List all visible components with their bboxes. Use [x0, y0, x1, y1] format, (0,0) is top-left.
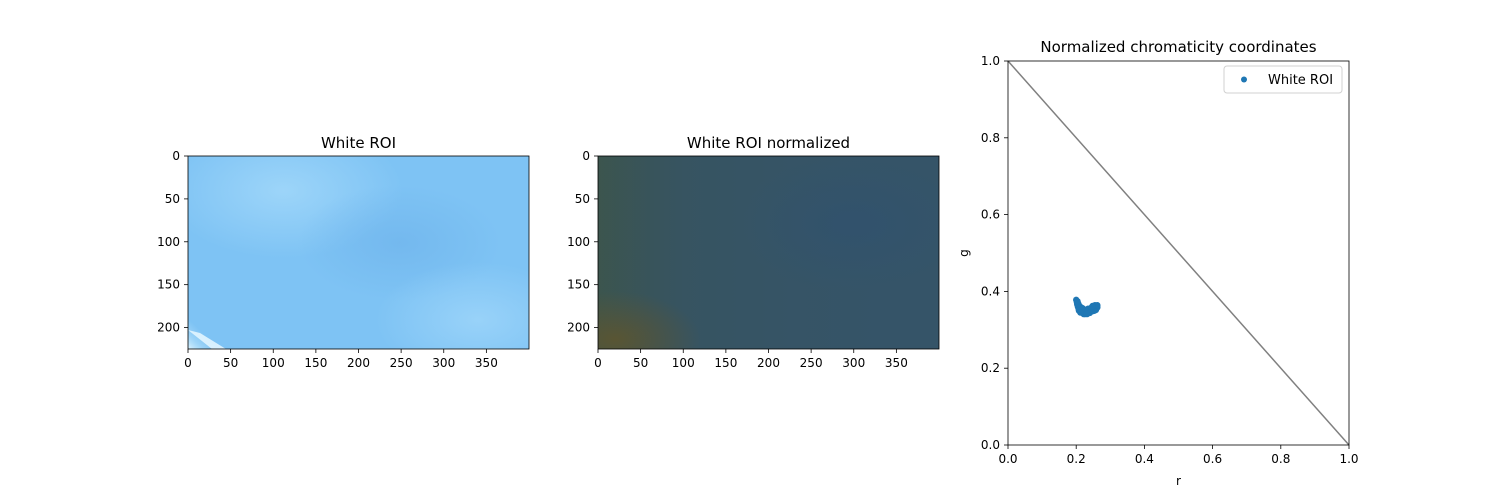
- white-roi-normalized-y-tick-label: 150: [567, 278, 590, 292]
- chromaticity-point: [1089, 302, 1096, 310]
- chromaticity-x-tick-label: 0.0: [998, 452, 1017, 466]
- white-roi-x-tick-label: 200: [347, 356, 370, 370]
- chromaticity-panel: Normalized chromaticity coordinates 0.0 0…: [957, 38, 1359, 488]
- white-roi-normalized-x-ticks: 0 50 100 150 200 250 300 350: [594, 349, 908, 370]
- white-roi-normalized-y-ticks: 0 50 100 150 200: [567, 149, 598, 335]
- chromaticity-y-label: g: [957, 249, 971, 257]
- white-roi-texture-corner: [188, 156, 529, 349]
- chromaticity-title: Normalized chromaticity coordinates: [1040, 38, 1316, 56]
- legend-box: [1223, 65, 1343, 94]
- white-roi-normalized-x-tick-label: 100: [672, 356, 695, 370]
- chromaticity-point: [1074, 298, 1081, 305]
- white-roi-normalized-y-tick-label: 100: [567, 235, 590, 249]
- chromaticity-legend: White ROI: [1223, 65, 1343, 94]
- chromaticity-x-tick-label: 0.8: [1271, 452, 1290, 466]
- chromaticity-y-tick-label: 1.0: [981, 54, 1000, 68]
- white-roi-image: [188, 156, 529, 349]
- white-roi-normalized-y-tick-label: 50: [575, 192, 590, 206]
- white-roi-y-tick-label: 50: [165, 192, 180, 206]
- white-roi-normalized-x-tick-label: 50: [633, 356, 648, 370]
- white-roi-normalized-x-tick-label: 150: [714, 356, 737, 370]
- white-roi-normalized-image: [598, 156, 939, 349]
- white-roi-normalized-x-tick-label: 200: [757, 356, 780, 370]
- chromaticity-point: [1077, 309, 1084, 316]
- white-roi-normalized-x-tick-label: 250: [800, 356, 823, 370]
- chromaticity-y-tick-label: 0.4: [981, 284, 1000, 298]
- white-roi-normalized-x-tick-label: 350: [885, 356, 908, 370]
- white-roi-y-tick-label: 100: [157, 235, 180, 249]
- white-roi-title: White ROI: [321, 134, 396, 152]
- legend-marker: [1241, 76, 1247, 83]
- white-roi-panel: White ROI 0 50 100 150 200 250 300 350 0 50 100 15…: [157, 134, 530, 370]
- white-roi-x-tick-label: 150: [304, 356, 327, 370]
- white-roi-x-tick-label: 50: [223, 356, 238, 370]
- white-roi-normalized-x-tick-label: 0: [594, 356, 602, 370]
- chromaticity-x-tick-label: 1.0: [1339, 452, 1358, 466]
- white-roi-y-ticks: 0 50 100 150 200: [157, 149, 188, 335]
- white-roi-normalized-y-tick-label: 200: [567, 321, 590, 335]
- white-roi-x-tick-label: 300: [432, 356, 455, 370]
- chromaticity-reference-line: [1007, 60, 1350, 446]
- white-roi-normalized-shade: [598, 156, 939, 349]
- chromaticity-y-tick-label: 0.2: [981, 361, 1000, 375]
- chromaticity-y-tick-label: 0.0: [981, 438, 1000, 452]
- chromaticity-y-tick-label: 0.8: [981, 131, 1000, 145]
- white-roi-y-tick-label: 0: [172, 149, 180, 163]
- chromaticity-y-ticks: 0.0 0.2 0.4 0.6 0.8 1.0: [981, 54, 1008, 452]
- chromaticity-x-tick-label: 0.4: [1135, 452, 1154, 466]
- chromaticity-x-tick-label: 0.2: [1067, 452, 1086, 466]
- chromaticity-y-tick-label: 0.6: [981, 208, 1000, 222]
- white-roi-x-tick-label: 350: [475, 356, 498, 370]
- white-roi-y-tick-label: 150: [157, 278, 180, 292]
- chromaticity-points: [1073, 296, 1101, 318]
- chromaticity-x-label: r: [1176, 474, 1181, 488]
- white-roi-x-ticks: 0 50 100 150 200 250 300 350: [184, 349, 498, 370]
- legend-label: White ROI: [1268, 73, 1333, 88]
- white-roi-x-tick-label: 250: [390, 356, 413, 370]
- white-roi-normalized-panel: White ROI normalized 0 50 100 150 200 250 300 3…: [567, 134, 940, 370]
- white-roi-normalized-x-tick-label: 300: [842, 356, 865, 370]
- white-roi-y-tick-label: 200: [157, 321, 180, 335]
- chromaticity-x-ticks: 0.0 0.2 0.4 0.6 0.8 1.0: [998, 445, 1359, 466]
- chromaticity-frame: [1007, 60, 1350, 446]
- white-roi-x-tick-label: 100: [262, 356, 285, 370]
- white-roi-x-tick-label: 0: [184, 356, 192, 370]
- chromaticity-point: [1083, 310, 1091, 318]
- white-roi-normalized-title: White ROI normalized: [687, 134, 850, 152]
- white-roi-glare-streak: [188, 330, 226, 349]
- white-roi-normalized-y-tick-label: 0: [582, 149, 590, 163]
- chromaticity-x-tick-label: 0.6: [1203, 452, 1222, 466]
- chromaticity-point: [1094, 302, 1101, 309]
